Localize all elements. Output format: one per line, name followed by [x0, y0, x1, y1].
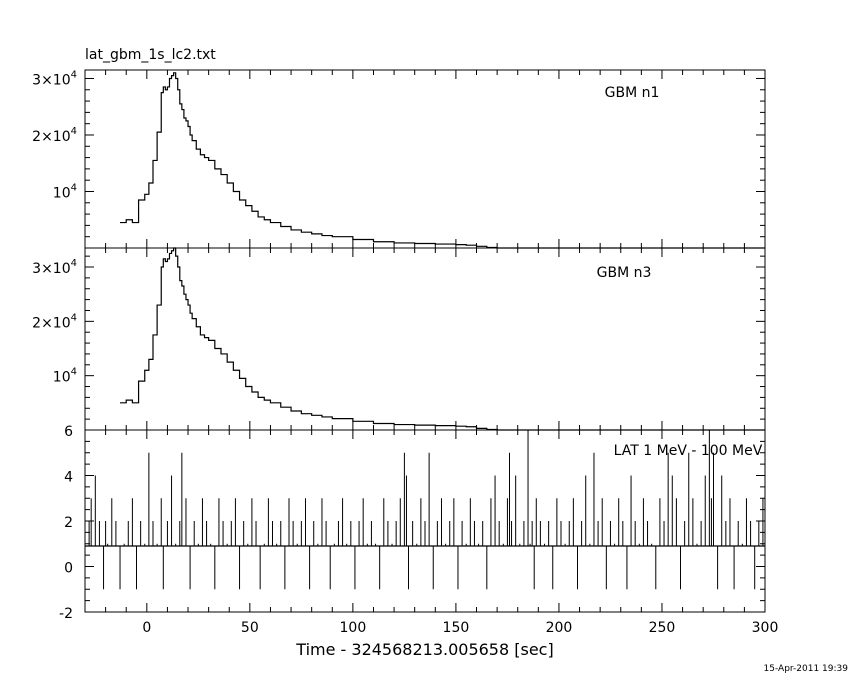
x-tick-label: 50 [241, 620, 259, 636]
x-tick-label: 0 [142, 620, 151, 636]
y-tick-label-gbm-n3: 2×104 [32, 312, 77, 331]
y-tick-label-gbm-n3: 3×104 [32, 258, 77, 277]
panel-lat: LAT 1 MeV - 100 MeV -2 0 2 4 6 0 50 100 150 200 25… [59, 424, 778, 636]
y-tick-label-gbm-n3: 104 [53, 367, 77, 386]
y-tick-label-gbm-n1: 104 [53, 182, 77, 201]
y-tick-label-lat: -2 [59, 606, 73, 622]
y-tick-label-gbm-n1: 3×104 [32, 69, 77, 88]
panel-gbm-n3: GBM n3 104 2×104 3×104 [32, 247, 766, 431]
panel-gbm-n1: GBM n1 104 2×104 3×104 [32, 69, 766, 249]
y-tick-label-gbm-n1: 2×104 [32, 126, 77, 145]
x-tick-label: 200 [546, 620, 573, 636]
panel-frame-gbm-n1 [84, 69, 766, 249]
series-label-lat: LAT 1 MeV - 100 MeV [614, 443, 763, 459]
y-tick-label-lat: 2 [64, 515, 73, 531]
panel-frame-gbm-n3 [84, 247, 766, 431]
y-tick-label-lat: 6 [64, 424, 73, 440]
x-tick-label: 150 [443, 620, 470, 636]
x-tick-label: 100 [340, 620, 367, 636]
series-line-gbm-n3 [120, 247, 765, 431]
series-label-gbm-n3: GBM n3 [597, 265, 652, 281]
x-axis-label: Time - 324568213.005658 [sec] [295, 640, 553, 659]
series-line-gbm-n1 [120, 72, 765, 249]
x-tick-label: 300 [752, 620, 779, 636]
timestamp: 15-Apr-2011 19:39 [764, 664, 849, 674]
file-title: lat_gbm_1s_lc2.txt [85, 47, 216, 63]
y-tick-label-lat: 0 [64, 561, 73, 577]
y-tick-label-lat: 4 [64, 470, 73, 486]
x-tick-label: 250 [649, 620, 676, 636]
series-label-gbm-n1: GBM n1 [605, 85, 660, 101]
